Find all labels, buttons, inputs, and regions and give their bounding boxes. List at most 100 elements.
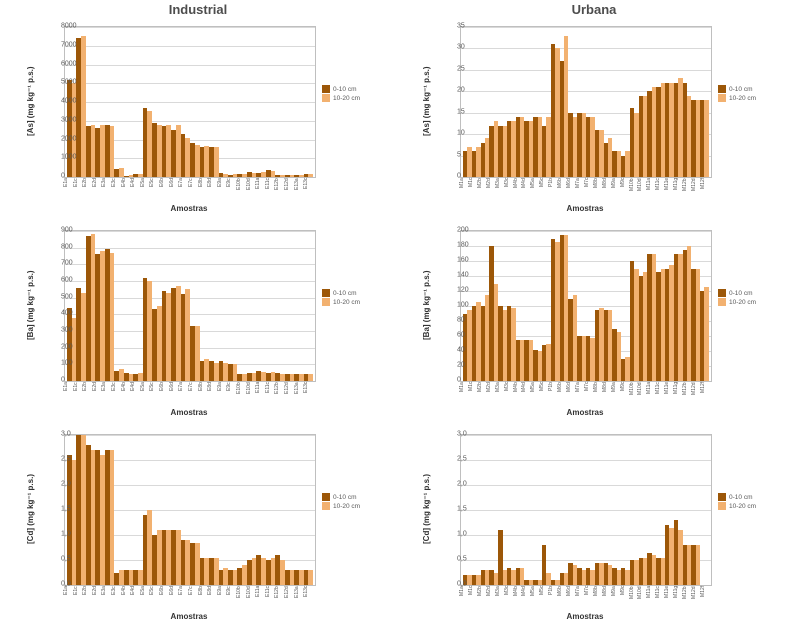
bar-slot — [498, 126, 507, 177]
bar-slot — [604, 563, 613, 586]
bar-slot — [285, 570, 294, 585]
bar-slot — [498, 530, 507, 585]
y-tick-label: 700 — [61, 260, 64, 267]
y-axis-label: [Ba] (mg kg⁻¹ p.s.) — [26, 230, 40, 380]
bar-slot — [190, 143, 199, 177]
legend-swatch — [322, 298, 330, 306]
y-tick-label: 8000 — [61, 23, 64, 30]
bar-slot — [533, 580, 542, 585]
legend-item-b: 10-20 cm — [718, 298, 768, 306]
legend-swatch — [718, 85, 726, 93]
bar-slot — [285, 374, 294, 382]
bar-slot — [162, 291, 171, 381]
y-tick-label: 80 — [457, 317, 460, 324]
x-axis: E1aE1cE2bE2dE3aE3cE4bE4dE5aE5cE6bE6dE7aE… — [64, 586, 314, 608]
x-axis-label: Amostras — [64, 204, 314, 213]
legend-swatch — [718, 94, 726, 102]
x-axis-label: Amostras — [64, 408, 314, 417]
x-tick-label: M12f — [701, 178, 710, 200]
bar-slot — [275, 555, 284, 585]
legend-label: 10-20 cm — [333, 503, 360, 510]
bar-slot — [489, 570, 498, 585]
bar-slot — [604, 138, 613, 177]
chart-panel-p2: [Ba] (mg kg⁻¹ p.s.)010020030040050060070… — [22, 226, 374, 422]
legend-label: 10-20 cm — [333, 299, 360, 306]
x-tick-label: E13c — [304, 586, 314, 608]
bar-slot — [472, 575, 481, 585]
y-tick-label: 7000 — [61, 41, 64, 48]
y-tick-label: 160 — [457, 257, 460, 264]
bar-slot — [181, 289, 190, 381]
bar-slot — [621, 151, 630, 177]
bar-slot — [612, 568, 621, 586]
bar-slot — [133, 570, 142, 585]
legend: 0-10 cm10-20 cm — [718, 288, 768, 307]
bar-slot — [171, 286, 180, 381]
bar-slot — [639, 96, 648, 177]
bar-slot — [294, 570, 303, 585]
bars-container — [65, 27, 315, 177]
bars-container — [461, 231, 711, 381]
legend-label: 0-10 cm — [333, 86, 356, 93]
y-tick-label: 5 — [457, 151, 460, 158]
y-axis-label: [As] (mg kg⁻¹ p.s.) — [422, 26, 436, 176]
y-tick-label: 25 — [457, 65, 460, 72]
legend-swatch — [718, 289, 726, 297]
bar-slot — [124, 175, 133, 177]
bar-slot — [621, 568, 630, 586]
plot-area — [64, 230, 316, 382]
bar-slot — [171, 125, 180, 178]
legend-label: 10-20 cm — [729, 503, 756, 510]
legend-swatch — [718, 298, 726, 306]
bar-slot — [639, 272, 648, 381]
bar-slot — [533, 117, 542, 177]
legend-label: 0-10 cm — [729, 86, 752, 93]
bar-slot — [647, 254, 656, 382]
chart-panel-p3: [Ba] (mg kg⁻¹ p.s.)020406080100120140160… — [418, 226, 770, 422]
legend-item-b: 10-20 cm — [718, 94, 768, 102]
y-tick-label: 1,0 — [61, 531, 64, 538]
bars-container — [65, 435, 315, 585]
bar-slot — [67, 80, 76, 178]
x-axis: M1aM1cM2bM2dM3aM3cM4bM4dM5aM5cP1bM6bM6dM… — [460, 382, 710, 404]
bar-slot — [105, 125, 114, 177]
bar-series-b — [704, 100, 708, 177]
y-tick-label: 2,0 — [457, 481, 460, 488]
bar-slot — [143, 108, 152, 177]
bar-slot — [95, 450, 104, 585]
y-tick-label: 35 — [457, 23, 460, 30]
bar-slot — [533, 350, 542, 382]
legend-swatch — [322, 94, 330, 102]
bar-slot — [524, 121, 533, 177]
bar-slot — [630, 261, 639, 381]
legend-swatch — [718, 493, 726, 501]
legend-label: 10-20 cm — [333, 95, 360, 102]
y-tick-label: 20 — [457, 362, 460, 369]
bar-slot — [304, 174, 313, 177]
bar-slot — [568, 563, 577, 586]
bar-slot — [190, 543, 199, 586]
bar-slot — [560, 235, 569, 381]
x-tick-label: E13c — [304, 382, 314, 404]
y-tick-label: 120 — [457, 287, 460, 294]
bar-slot — [219, 568, 228, 586]
legend-swatch — [322, 289, 330, 297]
bar-slot — [237, 565, 246, 585]
bar-slot — [639, 558, 648, 586]
bar-slot — [114, 168, 123, 177]
bars-container — [461, 435, 711, 585]
y-tick-label: 1,0 — [457, 531, 460, 538]
bar-slot — [256, 371, 265, 381]
bar-slot — [507, 568, 516, 586]
bar-slot — [489, 121, 498, 177]
bar-slot — [152, 306, 161, 381]
bar-slot — [67, 455, 76, 585]
y-tick-label: 60 — [457, 332, 460, 339]
y-axis-label: [Cd] (mg kg⁻¹ p.s.) — [422, 434, 436, 584]
bar-slot — [256, 172, 265, 177]
bar-slot — [647, 553, 656, 586]
legend-swatch — [718, 502, 726, 510]
legend-item-a: 0-10 cm — [322, 493, 372, 501]
y-tick-label: 1,5 — [457, 506, 460, 513]
bar-slot — [524, 580, 533, 585]
